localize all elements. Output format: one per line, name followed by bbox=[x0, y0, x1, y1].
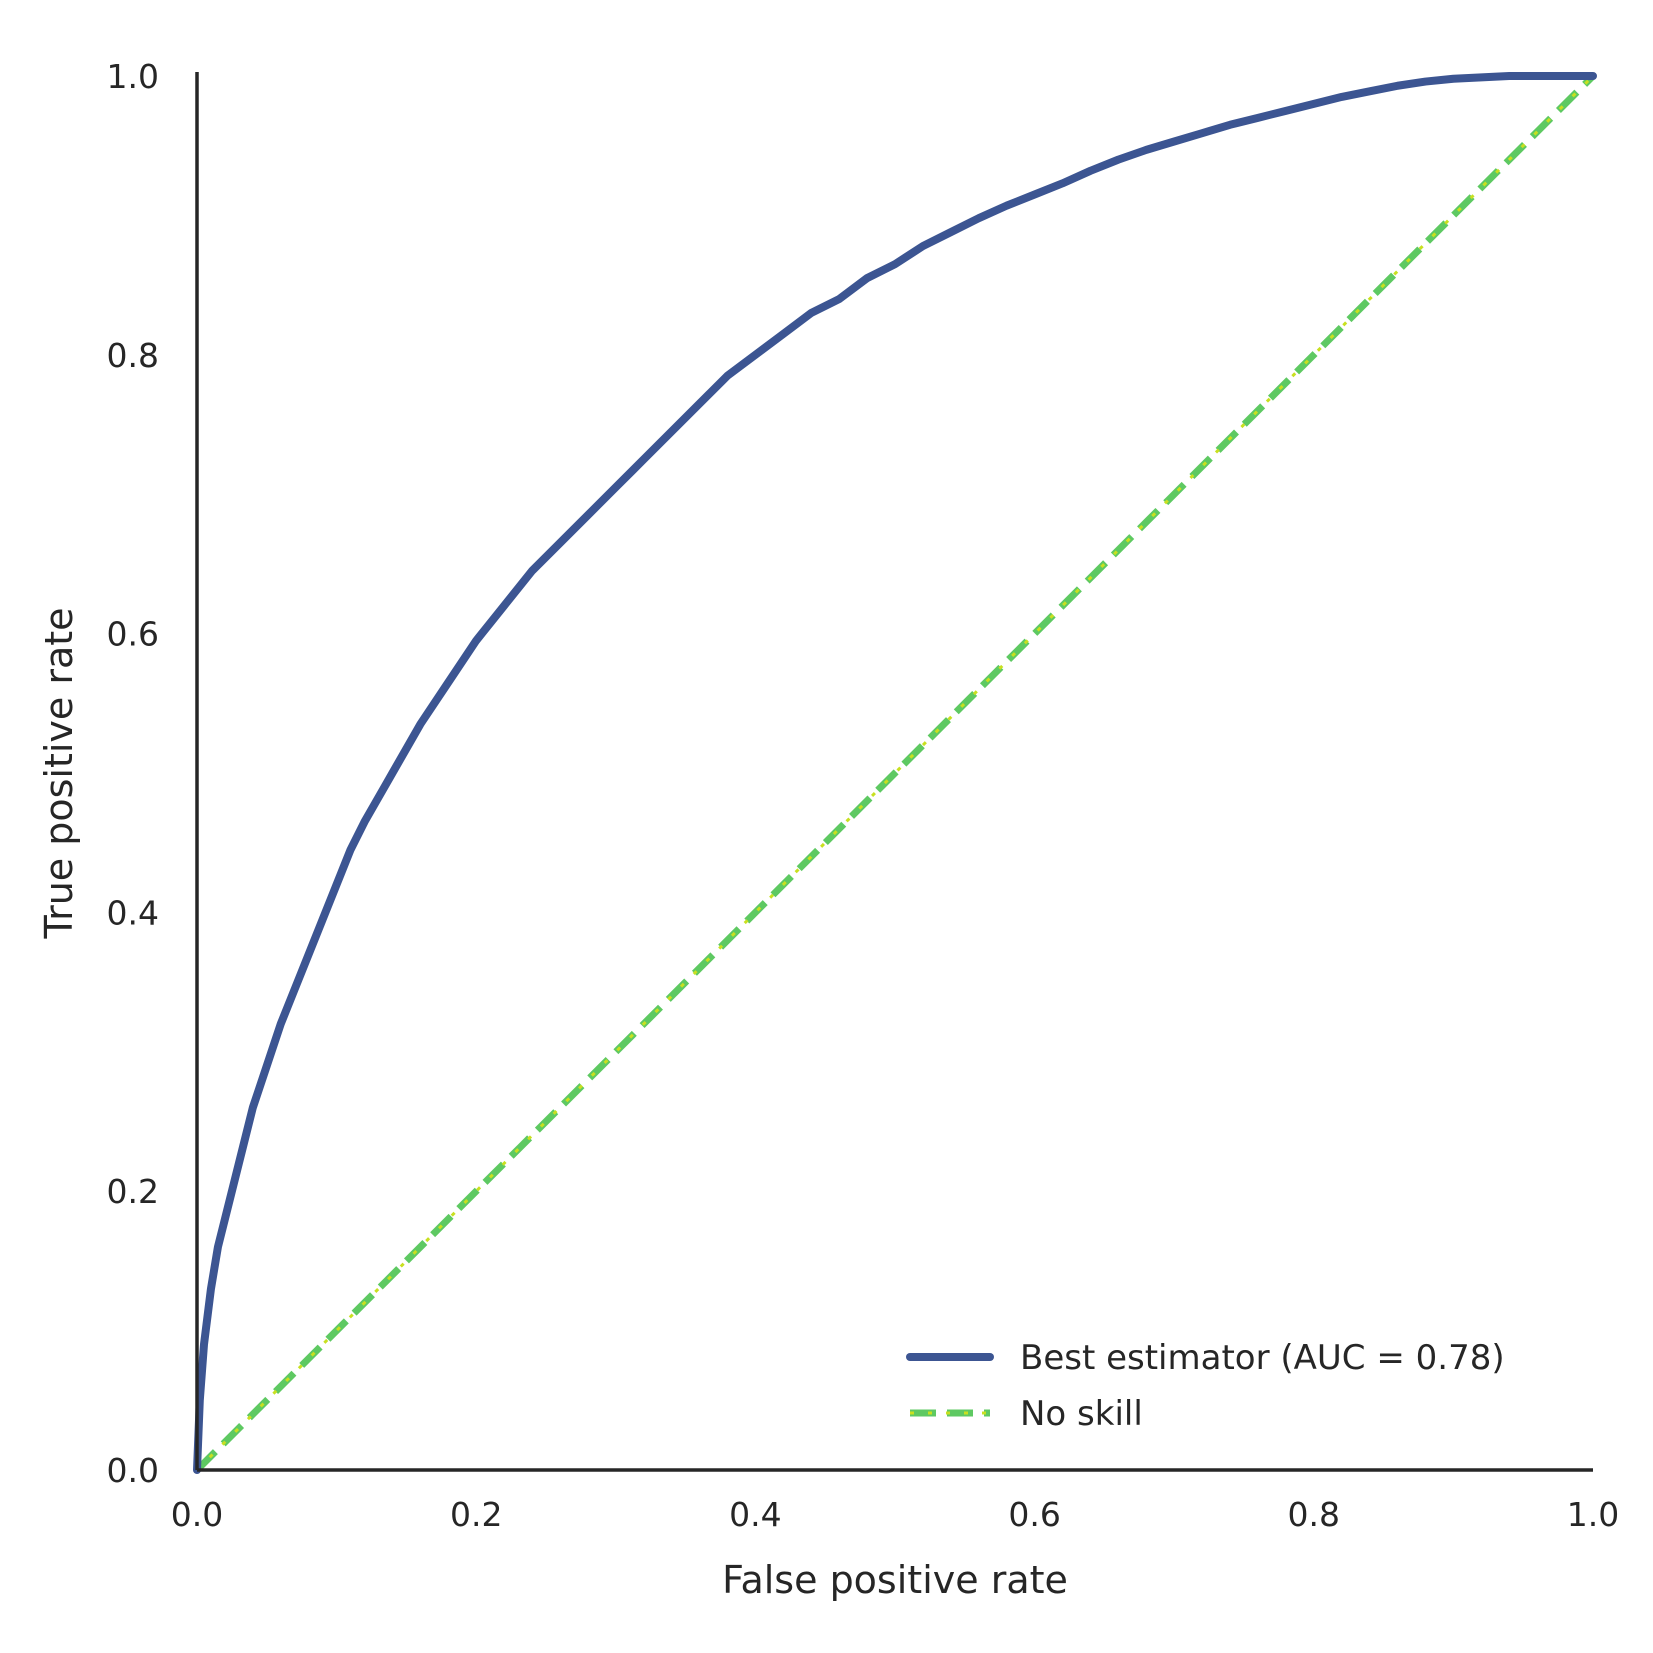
x-tick-label: 1.0 bbox=[1567, 1495, 1619, 1534]
y-tick-label: 0.8 bbox=[107, 336, 159, 375]
y-tick-label: 0.0 bbox=[107, 1451, 159, 1490]
plot-area bbox=[193, 72, 1597, 1474]
series-layer bbox=[193, 72, 1597, 1474]
y-tick-label: 0.6 bbox=[107, 615, 159, 654]
series-line-best-estimator bbox=[193, 72, 1597, 1474]
x-tick-label: 0.8 bbox=[1288, 1495, 1340, 1534]
x-tick-label: 0.2 bbox=[450, 1495, 502, 1534]
x-tick-labels: 0.0 0.2 0.4 0.6 0.8 1.0 bbox=[171, 1495, 1619, 1534]
y-tick-labels: 0.0 0.2 0.4 0.6 0.8 1.0 bbox=[107, 57, 159, 1490]
y-tick-label: 0.4 bbox=[107, 893, 159, 932]
x-axis-title: False positive rate bbox=[722, 1558, 1068, 1602]
y-tick-label: 1.0 bbox=[107, 57, 159, 96]
x-tick-label: 0.4 bbox=[729, 1495, 781, 1534]
legend: Best estimator (AUC = 0.78) No skill bbox=[906, 1338, 1505, 1434]
x-tick-label: 0.6 bbox=[1008, 1495, 1060, 1534]
legend-label-best-estimator: Best estimator (AUC = 0.78) bbox=[1020, 1338, 1505, 1378]
y-tick-label: 0.2 bbox=[107, 1172, 159, 1211]
y-axis-title: True positive rate bbox=[37, 607, 81, 939]
legend-label-no-skill: No skill bbox=[1020, 1394, 1143, 1434]
series-line-no-skill bbox=[194, 73, 1596, 1473]
x-tick-label: 0.0 bbox=[171, 1495, 223, 1534]
